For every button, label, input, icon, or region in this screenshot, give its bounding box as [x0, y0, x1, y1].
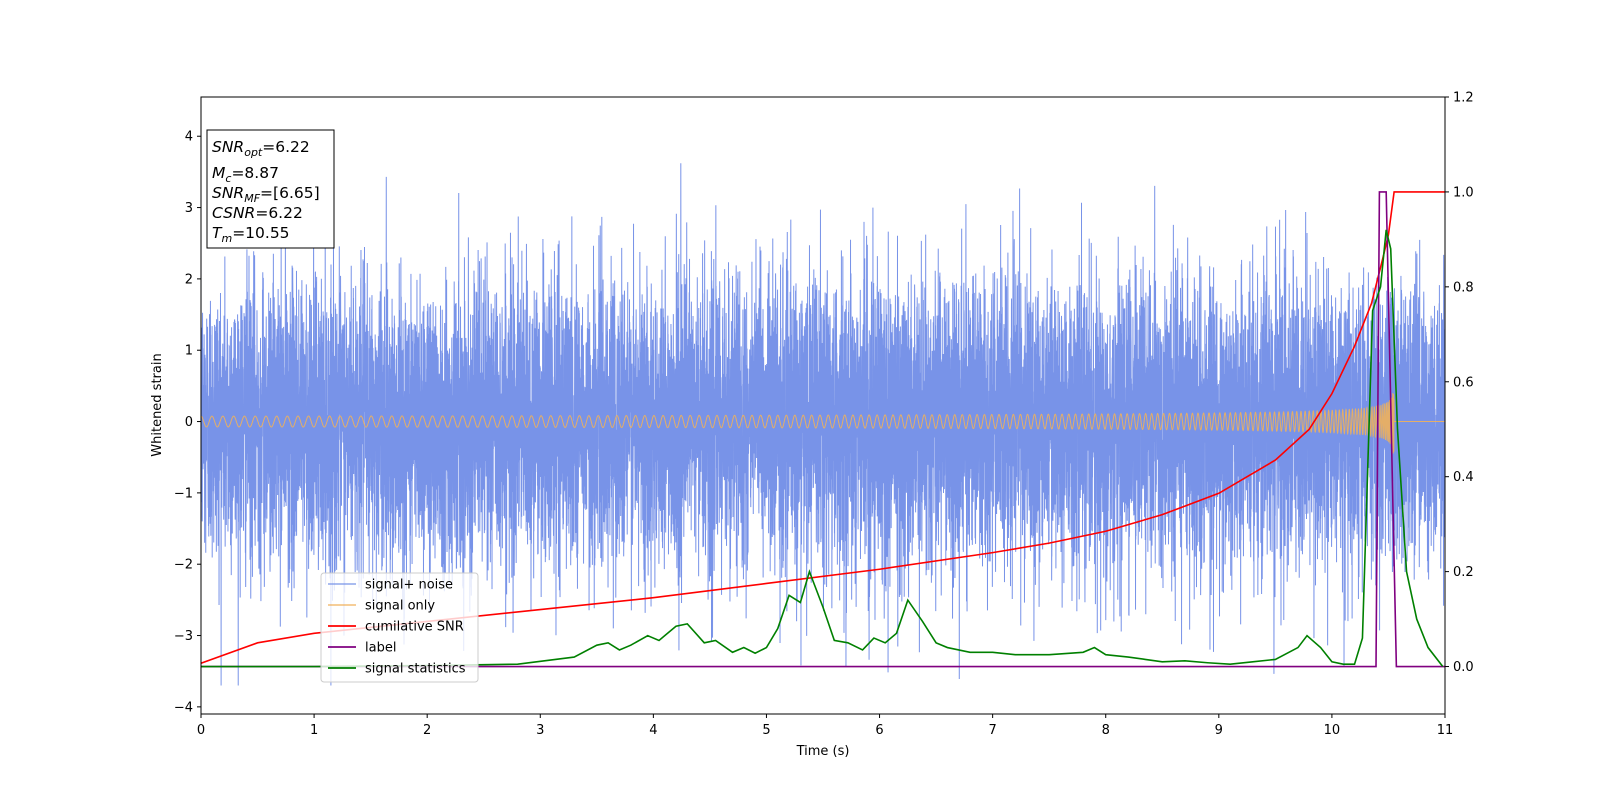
- legend-label: label: [365, 641, 396, 656]
- legend-label: cumilative SNR: [365, 620, 464, 635]
- y-right-tick-label: 0.2: [1453, 565, 1474, 580]
- annotation-snr-mf: SNRMF=[6.65]: [212, 184, 320, 205]
- x-axis: 0 1 2 3 4 5 6 7 8 9 10 11: [197, 714, 1453, 738]
- y-left-tick-label: 2: [185, 272, 193, 287]
- y-left-tick-label: 3: [185, 201, 193, 216]
- series-label: [201, 191, 1445, 668]
- legend: signal+ noise signal only cumilative SNR la…: [320, 572, 479, 683]
- y-right-tick-label: 0.8: [1453, 280, 1474, 295]
- annotation-mc: Mc=8.87: [212, 164, 279, 185]
- series-signal-only: [201, 392, 1445, 454]
- annotation-tm: Tm=10.55: [212, 224, 290, 245]
- y-right-tick-label: 1.0: [1453, 185, 1474, 200]
- legend-label: signal+ noise: [365, 578, 453, 593]
- x-tick-label: 11: [1437, 723, 1454, 738]
- series-layer: [201, 163, 1445, 686]
- x-tick-label: 10: [1324, 723, 1341, 738]
- y-axis-label: Whitened strain: [150, 353, 165, 456]
- x-tick-label: 5: [762, 723, 770, 738]
- legend-label: signal statistics: [365, 662, 466, 677]
- y-axis-right: 0.0 0.2 0.4 0.6 0.8 1.0 1.2: [1445, 91, 1474, 675]
- x-tick-label: 2: [423, 723, 431, 738]
- x-tick-label: 1: [310, 723, 318, 738]
- y-left-tick-label: −1: [174, 486, 193, 501]
- annotation-box: SNRopt=6.22 Mc=8.87 SNRMF=[6.65] CSNR=6.…: [206, 129, 335, 249]
- series-signal-noise: [201, 163, 1445, 686]
- y-left-tick-label: 0: [185, 415, 193, 430]
- x-axis-label: Time (s): [796, 744, 850, 759]
- y-left-tick-label: 1: [185, 344, 193, 359]
- legend-label: signal only: [365, 599, 435, 614]
- y-left-tick-label: −2: [174, 558, 193, 573]
- y-right-tick-label: 0.6: [1453, 375, 1474, 390]
- x-tick-label: 7: [988, 723, 996, 738]
- plot-frame: [200, 96, 1446, 715]
- y-right-tick-label: 0.0: [1453, 660, 1474, 675]
- annotation-csnr: CSNR=6.22: [212, 204, 303, 222]
- x-tick-label: 3: [536, 723, 544, 738]
- y-axis-left: −4 −3 −2 −1 0 1 2 3 4: [174, 130, 201, 715]
- x-tick-label: 6: [875, 723, 883, 738]
- x-tick-label: 8: [1102, 723, 1110, 738]
- x-tick-label: 9: [1215, 723, 1223, 738]
- y-left-tick-label: −4: [174, 700, 193, 715]
- y-left-tick-label: −3: [174, 629, 193, 644]
- annotation-snr-opt: SNRopt=6.22: [212, 138, 310, 159]
- y-right-tick-label: 1.2: [1453, 91, 1474, 106]
- series-signal-statistics: [201, 229, 1444, 668]
- y-right-tick-label: 0.4: [1453, 470, 1474, 485]
- x-tick-label: 4: [649, 723, 657, 738]
- x-tick-label: 0: [197, 723, 205, 738]
- y-left-tick-label: 4: [185, 130, 193, 145]
- series-cumilative-snr: [201, 191, 1445, 664]
